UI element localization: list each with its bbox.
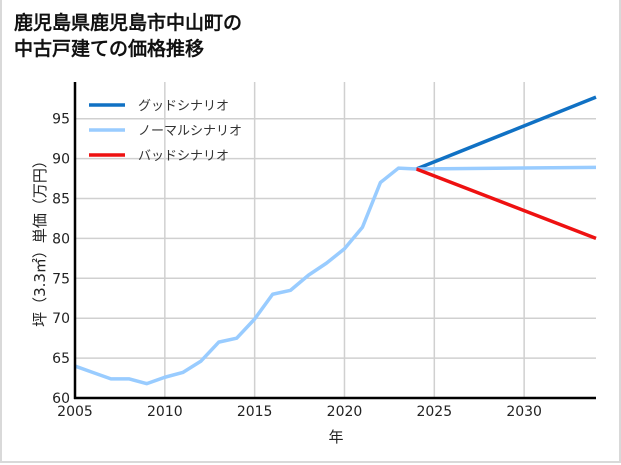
x-tick-label: 2030 [506,404,542,420]
normal-scenario-line [416,165,597,171]
y-tick-label: 85 [52,192,70,208]
tick-labels: 2005 2010 2015 2020 2025 2030 60 65 70 75 80 85 90 95 [52,112,542,420]
x-tick-label: 2015 [237,404,273,420]
x-tick-label: 2005 [57,404,93,420]
legend-good: グッドシナリオ [89,99,229,114]
y-tick-label: 75 [52,271,70,287]
y-tick-label: 80 [52,231,70,247]
x-tick-label: 2020 [327,404,363,420]
legend-bad: バッドシナリオ [89,149,229,164]
good-scenario-line [415,95,597,171]
x-tick-label: 2010 [147,404,183,420]
history-line [74,166,417,386]
axes [73,82,596,400]
y-tick-label: 60 [52,391,70,407]
bad-scenario-line [415,167,597,241]
y-tick-label: 95 [52,112,70,128]
legend-normal: ノーマルシナリオ [89,124,242,139]
y-axis-label: 坪（3.3㎡）単価（万円） [31,153,49,327]
x-axis-label: 年 [328,428,343,446]
chart-title-line2: 中古戸建ての価格推移 [14,38,205,60]
chart-title-line1: 鹿児島県鹿児島市中山町の [14,12,243,34]
y-tick-label: 90 [52,152,70,168]
legend-label: グッドシナリオ [138,99,229,114]
y-tick-label: 70 [52,311,70,327]
gridlines [75,82,596,398]
y-tick-label: 65 [52,351,70,367]
legend-label: バッドシナリオ [138,149,229,164]
x-tick-label: 2025 [416,404,452,420]
chart-title: 鹿児島県鹿児島市中山町の 中古戸建ての価格推移 [14,10,242,62]
legend-label: ノーマルシナリオ [138,124,242,139]
data-lines [74,95,597,386]
